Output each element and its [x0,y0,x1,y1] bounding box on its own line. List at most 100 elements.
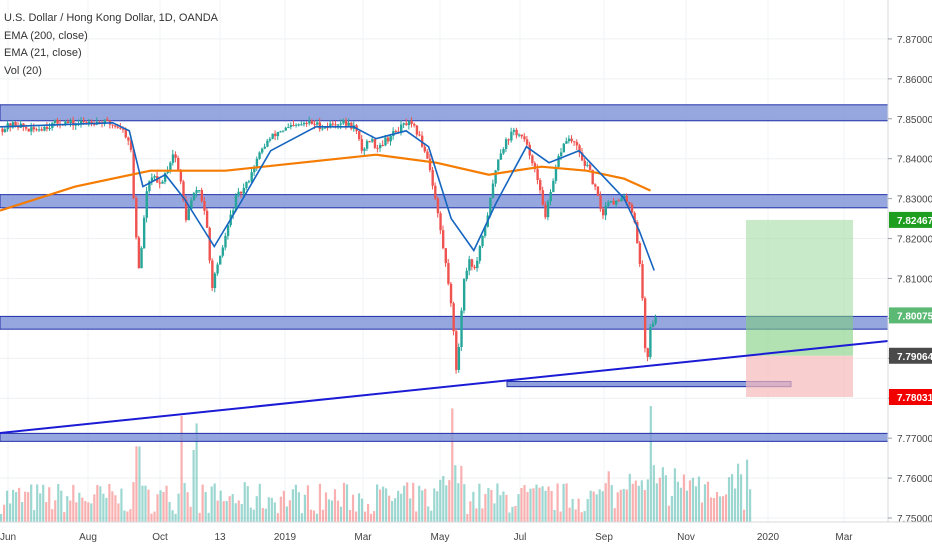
ema21-line [0,121,655,271]
volume-bar [183,483,186,522]
volume-bar [231,494,234,522]
candle-body [48,128,51,130]
price-label-current-bg [889,347,932,364]
candle-body [444,248,447,264]
candle-body [232,210,235,215]
volume-bar [84,501,87,522]
volume-bar [51,509,54,522]
candle-body [643,298,647,349]
price-label-stop: 7.78031 [897,393,932,404]
trendline [0,340,889,434]
candle-body [11,122,15,128]
legend-ema21[interactable]: EMA (21, close) [4,47,82,59]
volume-bar [691,477,695,522]
volume-bar [700,502,704,522]
candle-body [253,167,256,173]
volume-bar [219,490,222,522]
legend-symbol[interactable]: U.S. Dollar / Hong Kong Dollar, 1D, OAND… [4,12,218,24]
horizontal-zone [0,104,889,122]
legend-ema200[interactable]: EMA (200, close) [4,29,88,42]
volume-bar [132,482,135,522]
candle-body [465,270,468,280]
candle-body [651,323,655,328]
volume-bar [388,495,391,522]
candle-body [66,121,70,123]
candle-body [400,124,403,133]
candle-body [258,152,261,159]
candle-body [557,155,560,167]
candle-body [203,201,206,211]
volume-bar [463,484,466,522]
volume-bar [718,496,722,522]
candle-body [565,141,568,144]
candle-body [478,246,482,261]
price-tick-label: 7.84000 [897,155,932,166]
volume-bar [93,494,96,522]
candle-body [570,138,573,142]
volume-bar [598,489,601,522]
candle-body [255,158,259,168]
volume-bar [439,479,442,522]
candle-body [163,173,167,182]
volume-bar [120,488,123,522]
candle-body [622,195,626,199]
legend-volume[interactable]: Vol (20) [4,64,42,77]
candle-body [567,138,571,142]
candle-body [457,347,461,370]
volume-bar [592,491,595,522]
candle-body [287,126,290,128]
candle-body [271,133,274,139]
volume-bar [108,483,111,522]
volume-bar [433,488,436,522]
volume-bar [9,503,12,522]
volume-bar [162,491,165,522]
time-tick-label: Jul [514,532,527,543]
candle-body [531,155,534,164]
volume-bar [442,475,445,522]
candle-body [654,317,657,324]
volume-bar [469,501,472,522]
candle-body [523,136,526,140]
candle-body [449,283,453,304]
candle-body [106,119,109,121]
volume-bar [126,511,129,522]
volume-bar [48,487,51,522]
volume-bar [688,480,692,522]
candle-body [56,120,59,124]
candle-body [447,263,450,284]
candle-body [274,133,277,137]
candle-body [413,123,416,126]
candle-body [153,176,156,178]
time-tick-label: Mar [835,532,853,543]
volume-bar [490,489,493,522]
volume-bar [141,485,144,522]
candle-body [135,197,138,238]
candle-body [428,158,432,171]
candle-body [234,195,238,211]
volume-bar [553,509,556,522]
volume-bar [625,489,628,522]
candle-body [142,217,146,249]
price-label-current: 7.79064 [897,352,932,363]
candle-body [358,131,361,140]
candle-body [40,129,44,131]
candle-body [596,186,600,196]
candle-body [119,127,122,129]
candle-body [539,180,542,191]
volume-bar [363,511,367,522]
volume-bar [129,509,132,522]
candle-body [127,137,130,141]
candle-body [300,124,303,126]
candle-body [439,213,442,231]
candle-body [64,121,67,126]
candle-body [405,123,408,126]
candle-body [45,126,49,129]
candle-body [604,205,607,216]
volume-bar [357,493,361,522]
time-tick-label: Mar [354,532,372,543]
candle-body [38,129,41,131]
volume-bar [730,474,734,522]
candle-body [313,123,316,125]
